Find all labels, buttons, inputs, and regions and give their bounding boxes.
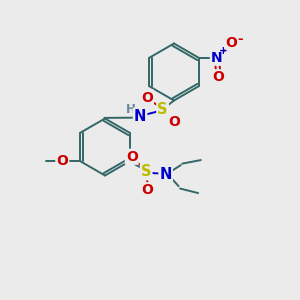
Text: O: O (168, 115, 180, 129)
Text: S: S (141, 164, 152, 179)
Text: N: N (134, 109, 146, 124)
Text: -: - (237, 33, 243, 46)
Text: N: N (211, 51, 223, 65)
Text: O: O (142, 183, 154, 197)
Text: H: H (126, 103, 135, 116)
Text: +: + (219, 46, 228, 56)
Text: N: N (160, 167, 172, 182)
Text: S: S (157, 102, 168, 117)
Text: O: O (212, 70, 224, 84)
Text: O: O (56, 154, 68, 168)
Text: O: O (141, 91, 153, 104)
Text: O: O (226, 36, 238, 50)
Text: O: O (126, 150, 138, 164)
